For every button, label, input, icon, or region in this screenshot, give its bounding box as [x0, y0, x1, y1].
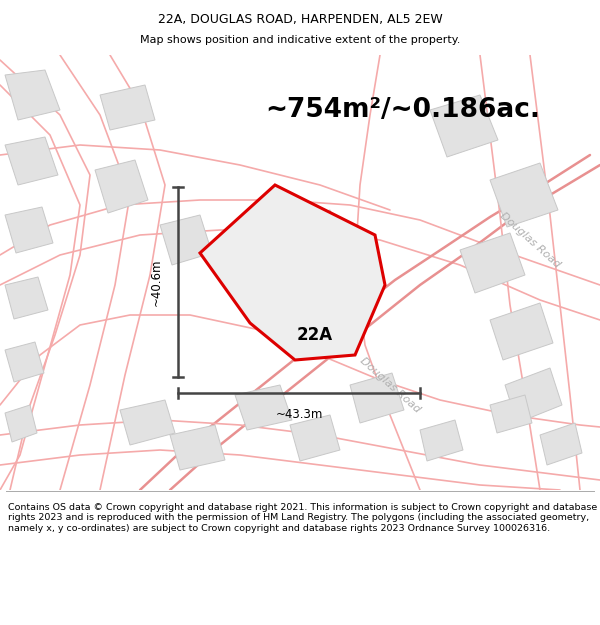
Polygon shape	[170, 425, 225, 470]
Polygon shape	[350, 373, 404, 423]
Polygon shape	[430, 95, 498, 157]
Text: ~40.6m: ~40.6m	[149, 258, 163, 306]
Polygon shape	[460, 233, 525, 293]
Text: 22A: 22A	[297, 326, 333, 344]
Polygon shape	[235, 385, 292, 430]
Text: 22A, DOUGLAS ROAD, HARPENDEN, AL5 2EW: 22A, DOUGLAS ROAD, HARPENDEN, AL5 2EW	[158, 14, 442, 26]
Polygon shape	[120, 400, 175, 445]
Polygon shape	[490, 395, 532, 433]
Polygon shape	[490, 303, 553, 360]
Text: Contains OS data © Crown copyright and database right 2021. This information is : Contains OS data © Crown copyright and d…	[8, 503, 597, 532]
Polygon shape	[5, 137, 58, 185]
Text: ~754m²/~0.186ac.: ~754m²/~0.186ac.	[265, 97, 540, 123]
Polygon shape	[5, 405, 37, 442]
Polygon shape	[540, 423, 582, 465]
Polygon shape	[290, 415, 340, 461]
Polygon shape	[420, 420, 463, 461]
Polygon shape	[490, 163, 558, 227]
Text: Douglas Road: Douglas Road	[358, 356, 422, 414]
Polygon shape	[100, 85, 155, 130]
Polygon shape	[5, 342, 44, 382]
Text: ~43.3m: ~43.3m	[275, 409, 323, 421]
Polygon shape	[5, 70, 60, 120]
Polygon shape	[5, 277, 48, 319]
Polygon shape	[95, 160, 148, 213]
Text: Douglas Road: Douglas Road	[498, 211, 562, 269]
Text: Map shows position and indicative extent of the property.: Map shows position and indicative extent…	[140, 35, 460, 45]
Polygon shape	[5, 207, 53, 253]
Polygon shape	[505, 368, 562, 423]
Polygon shape	[200, 185, 385, 360]
Polygon shape	[255, 210, 355, 288]
Polygon shape	[160, 215, 212, 265]
